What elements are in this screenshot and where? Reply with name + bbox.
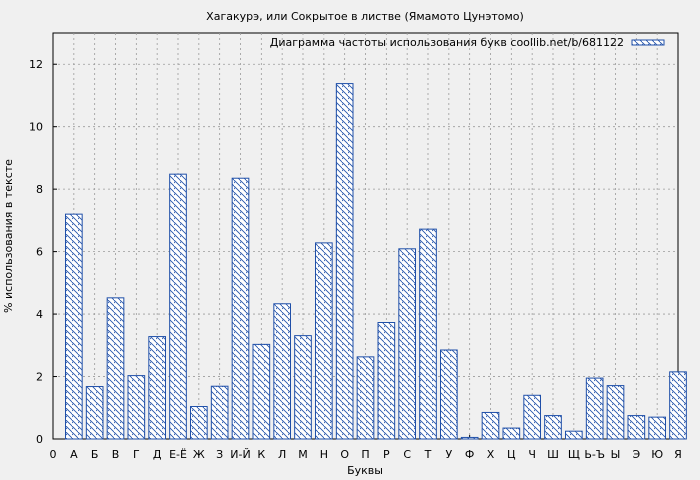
y-tick-label: 4 — [36, 308, 43, 321]
y-axis-label: % использования в тексте — [2, 159, 15, 313]
x-tick-label: Ч — [528, 448, 536, 461]
bar-25 — [565, 430, 583, 440]
bar-19 — [440, 349, 458, 440]
x-tick-label: Ь-Ъ — [584, 448, 605, 461]
x-tick-label: Г — [133, 448, 140, 461]
x-tick-label: С — [403, 448, 411, 461]
bar-28 — [627, 415, 646, 440]
x-tick-label: И-Й — [230, 448, 250, 461]
x-tick-label: Я — [674, 448, 682, 461]
bar-30 — [669, 371, 687, 440]
x-tick-label: Б — [91, 448, 99, 461]
y-tick-label: 6 — [36, 246, 43, 259]
x-tick-label: О — [340, 448, 349, 461]
x-tick-label: К — [257, 448, 265, 461]
x-tick-label: П — [361, 448, 369, 461]
x-tick-label: Р — [383, 448, 390, 461]
x-axis-label: Буквы — [347, 464, 383, 477]
bar-29 — [648, 416, 666, 440]
bar-14 — [335, 83, 354, 440]
bar-17 — [398, 248, 417, 440]
bar-13 — [315, 242, 333, 440]
bar-9 — [231, 177, 250, 440]
bar-11 — [273, 303, 292, 440]
x-tick-label: 0 — [50, 448, 57, 461]
bars — [65, 83, 687, 440]
y-tick-label: 2 — [36, 371, 43, 384]
x-tick-label: Ц — [507, 448, 516, 461]
y-tick-label: 0 — [36, 433, 43, 446]
x-tick-label: Ж — [193, 448, 205, 461]
x-tick-label: Э — [632, 448, 640, 461]
bar-7 — [190, 406, 208, 440]
bar-4 — [127, 375, 146, 440]
bar-27 — [606, 385, 625, 440]
y-tick-label: 12 — [29, 58, 43, 71]
x-tick-label: Ш — [547, 448, 559, 461]
x-tick-label: В — [112, 448, 120, 461]
chart-title: Хагакурэ, или Сокрытое в листве (Ямамото… — [206, 10, 524, 23]
x-tick-label: Д — [153, 448, 162, 461]
x-tick-label: З — [216, 448, 223, 461]
y-tick-labels: 0 2 4 6 8 10 12 — [29, 58, 43, 446]
bar-5 — [148, 336, 166, 440]
x-tick-label: Ф — [465, 448, 474, 461]
bar-22 — [502, 427, 521, 440]
bar-20 — [460, 436, 479, 440]
x-tick-label: А — [70, 448, 78, 461]
bar-8 — [210, 385, 229, 440]
legend: Диаграмма частоты использования букв coo… — [270, 36, 665, 49]
legend-swatch — [631, 39, 665, 46]
bar-10 — [252, 343, 271, 440]
y-tick-label: 8 — [36, 183, 43, 196]
bar-23 — [523, 394, 541, 440]
legend-label: Диаграмма частоты использования букв coo… — [270, 36, 624, 49]
bar-16 — [377, 322, 396, 440]
x-tick-label: У — [445, 448, 452, 461]
bar-26 — [585, 377, 604, 440]
bar-3 — [106, 297, 125, 440]
x-tick-label: Ю — [651, 448, 663, 461]
bar-6 — [169, 173, 187, 440]
y-tick-label: 10 — [29, 121, 43, 134]
x-tick-label: Ы — [611, 448, 621, 461]
x-tick-label: М — [298, 448, 308, 461]
x-tick-label: Н — [320, 448, 328, 461]
bar-15 — [356, 356, 375, 440]
x-tick-label: Л — [278, 448, 286, 461]
x-tick-labels: 0 А Б В Г Д Е-Ё Ж З И-Й К Л М Н О П Р С Т У Ф Х Ц Ч Ш Щ Ь-Ъ Ы Э Ю Я — [50, 448, 682, 461]
x-tick-label: Т — [424, 448, 432, 461]
bar-2 — [85, 386, 104, 440]
x-tick-label: Щ — [568, 448, 580, 461]
x-tick-label: Х — [487, 448, 495, 461]
bar-24 — [544, 415, 562, 440]
bar-18 — [419, 228, 437, 440]
bar-12 — [294, 335, 312, 440]
bar-21 — [481, 411, 500, 440]
x-tick-label: Е-Ё — [169, 448, 187, 461]
bar-1 — [65, 213, 83, 440]
